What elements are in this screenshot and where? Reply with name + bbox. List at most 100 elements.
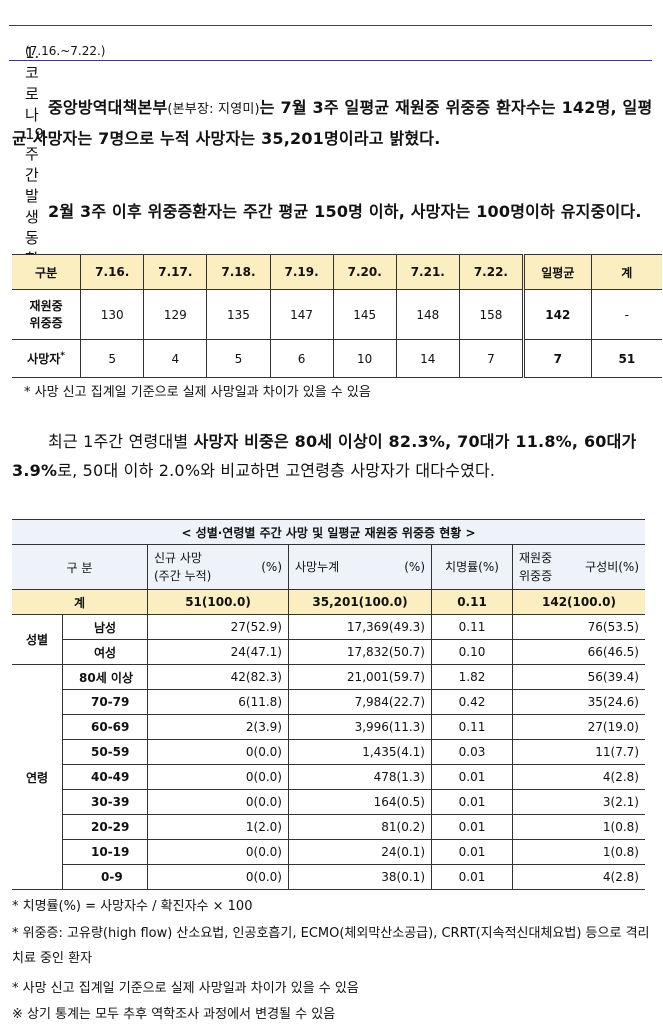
table-cell: 35(24.6) — [512, 689, 645, 715]
table-row: 20-29 1(2.0) 81(0.2) 0.01 1(0.8) — [12, 814, 645, 840]
table-cell: 0.03 — [431, 739, 513, 765]
table-cell: 24(47.1) — [147, 639, 289, 665]
table-row: 재원중 위중증 130 129 135 147 145 148 158 142 … — [12, 289, 662, 340]
age-table-header: 구 분 신규 사망 (주간 누적) (%) 사망누계 (%) 치명률(%) 재원중 위… — [12, 544, 645, 590]
table-cell: 0(0.0) — [147, 764, 289, 790]
header-cell: 구분 — [12, 254, 82, 290]
header-cell: 7.17. — [143, 254, 208, 290]
section-period: (7.16.~7.22.) — [25, 44, 106, 58]
table-cell: 0(0.0) — [147, 739, 289, 765]
row-label: 60-69 — [62, 714, 148, 740]
age-sex-table: < 성별·연령별 주간 사망 및 일평균 재원중 위중증 현황 > 구 분 신규… — [12, 519, 645, 890]
header-cfr: 치명률(%) — [431, 544, 513, 590]
table-cell: 0(0.0) — [147, 864, 289, 890]
total-cfr: 0.11 — [431, 589, 513, 615]
table-cell: 27(19.0) — [512, 714, 645, 740]
table-cell: 24(0.1) — [288, 839, 432, 865]
row-label: 남성 — [62, 614, 148, 640]
table-cell: 0.01 — [431, 814, 513, 840]
header-cum-deaths: 사망누계 (%) — [288, 544, 432, 590]
header-severe: 재원중 위중증 구성비(%) — [512, 544, 645, 590]
table-cell: 3,996(11.3) — [288, 714, 432, 740]
row-label: 20-29 — [62, 814, 148, 840]
table-cell: 11(7.7) — [512, 739, 645, 765]
table-row: 50-59 0(0.0) 1,435(4.1) 0.03 11(7.7) — [12, 739, 645, 765]
table-cell: 147 — [269, 289, 334, 340]
table-cell: 135 — [206, 289, 271, 340]
total-row: 계 51(100.0) 35,201(100.0) 0.11 142(100.0… — [12, 589, 645, 615]
total-label: 계 — [12, 589, 148, 615]
table-cell: 0.01 — [431, 789, 513, 815]
table-row: 40-49 0(0.0) 478(1.3) 0.01 4(2.8) — [12, 764, 645, 790]
table-cell: 66(46.5) — [512, 639, 645, 665]
table-cell: 148 — [395, 289, 460, 340]
table-cell: 17,369(49.3) — [288, 614, 432, 640]
table-cell: 10 — [332, 339, 397, 378]
table-cell: 5 — [206, 339, 271, 378]
row-label: 사망자* — [12, 339, 82, 378]
table-cell: 0(0.0) — [147, 789, 289, 815]
table-cell: 164(0.5) — [288, 789, 432, 815]
header-cell: 7.19. — [269, 254, 334, 290]
table-cell: 6(11.8) — [147, 689, 289, 715]
header-category: 구 분 — [12, 544, 148, 590]
row-label: 70-79 — [62, 689, 148, 715]
table-cell: 1(2.0) — [147, 814, 289, 840]
table-cell: 4(2.8) — [512, 864, 645, 890]
row-label: 80세 이상 — [62, 664, 148, 690]
table-cell: 0.10 — [431, 639, 513, 665]
table-cell: 158 — [458, 289, 524, 340]
footnote-severe: * 위중증: 고유량(high flow) 산소요법, 인공호흡기, ECMO(… — [12, 926, 650, 966]
total-cum: 35,201(100.0) — [288, 589, 432, 615]
table-cell: 4 — [143, 339, 208, 378]
table-cell: 478(1.3) — [288, 764, 432, 790]
avg-cell: 7 — [521, 339, 592, 378]
table-caption: < 성별·연령별 주간 사망 및 일평균 재원중 위중증 현황 > — [12, 519, 645, 545]
table-caption-row: < 성별·연령별 주간 사망 및 일평균 재원중 위중증 현황 > — [12, 519, 645, 545]
group-label-age: 연령 — [12, 664, 63, 890]
paragraph-trend: 2월 3주 이후 위중증환자는 주간 평균 150명 이하, 사망자는 100명… — [48, 202, 642, 221]
summary-text: 는 7월 3주 일평균 재원중 위중증 환자수는 142명, 일평균 사망자는 … — [12, 98, 653, 148]
table-cell: 1.82 — [431, 664, 513, 690]
table-row: 0-9 0(0.0) 38(0.1) 0.01 4(2.8) — [12, 864, 645, 890]
row-label: 30-39 — [62, 789, 148, 815]
avg-cell: 142 — [521, 289, 592, 340]
table-row: 70-79 6(11.8) 7,984(22.7) 0.42 35(24.6) — [12, 689, 645, 715]
table-row: 여성 24(47.1) 17,832(50.7) 0.10 66(46.5) — [12, 639, 645, 665]
org-head: (본부장: 지영미) — [167, 102, 260, 117]
table-row: 60-69 2(3.9) 3,996(11.3) 0.11 27(19.0) — [12, 714, 645, 740]
paragraph-summary: 중앙방역대책본부(본부장: 지영미)는 7월 3주 일평균 재원중 위중증 환자… — [12, 93, 654, 153]
table-cell: 81(0.2) — [288, 814, 432, 840]
table-cell: 0.01 — [431, 839, 513, 865]
total-cell: - — [590, 289, 662, 340]
header-cell: 7.18. — [206, 254, 271, 290]
table-cell: 14 — [395, 339, 460, 378]
row-label: 50-59 — [62, 739, 148, 765]
table-cell: 5 — [80, 339, 145, 378]
table-row: 10-19 0(0.0) 24(0.1) 0.01 1(0.8) — [12, 839, 645, 865]
row-label: 40-49 — [62, 764, 148, 790]
table-row: 연령 80세 이상 42(82.3) 21,001(59.7) 1.82 56(… — [12, 664, 645, 890]
daily-table-header: 구분 7.16. 7.17. 7.18. 7.19. 7.20. 7.21. 7… — [12, 254, 662, 290]
table-cell: 27(52.9) — [147, 614, 289, 640]
table-cell: 17,832(50.7) — [288, 639, 432, 665]
table-cell: 1(0.8) — [512, 839, 645, 865]
table-row: 사망자* 5 4 5 6 10 14 7 7 51 — [12, 339, 662, 378]
row-label: 재원중 위중증 — [12, 289, 82, 340]
table-cell: 76(53.5) — [512, 614, 645, 640]
header-cell: 7.21. — [395, 254, 460, 290]
footnote-report: * 사망 신고 집계일 기준으로 실제 사망일과 차이가 있을 수 있음 — [12, 981, 359, 996]
row-label: 0-9 — [62, 864, 148, 890]
section-header: 1. 코로나19 주간 발생 동향(7.16.~7.22.) — [9, 25, 652, 268]
table-note: * 사망 신고 집계일 기준으로 실제 사망일과 차이가 있을 수 있음 — [24, 385, 371, 400]
header-new-deaths: 신규 사망 (주간 누적) (%) — [147, 544, 289, 590]
table-cell: 38(0.1) — [288, 864, 432, 890]
table-cell: 0.11 — [431, 714, 513, 740]
row-label: 여성 — [62, 639, 148, 665]
table-cell: 129 — [143, 289, 208, 340]
table-cell: 0.01 — [431, 864, 513, 890]
table-cell: 21,001(59.7) — [288, 664, 432, 690]
row-label: 10-19 — [62, 839, 148, 865]
table-cell: 0(0.0) — [147, 839, 289, 865]
table-cell: 56(39.4) — [512, 664, 645, 690]
